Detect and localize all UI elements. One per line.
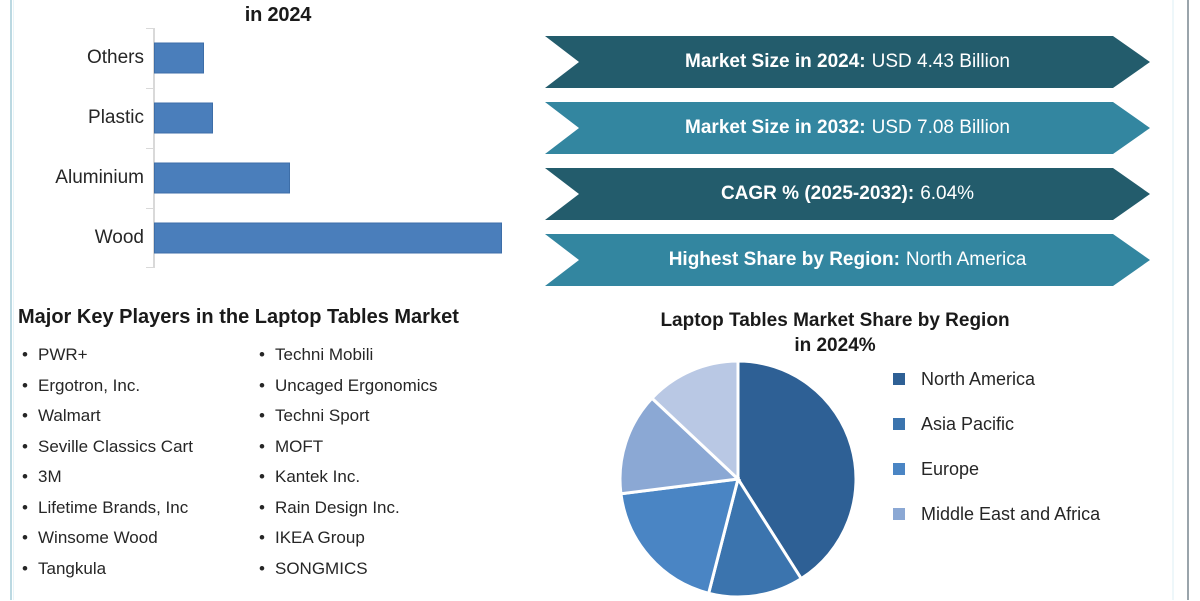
pie-slice <box>618 396 742 496</box>
legend-swatch-icon <box>893 463 905 475</box>
pie-slice <box>619 477 741 596</box>
bar-chart-plot: Others Plastic Aluminium Wood <box>18 26 538 271</box>
kpi-banner-group: Market Size in 2024: USD 4.43 Billion Ma… <box>545 36 1155 286</box>
legend-item-north-america: North America <box>893 368 1183 391</box>
bar-chart-axis <box>153 28 155 268</box>
list-item: 3M <box>18 462 255 493</box>
list-item: Walmart <box>18 401 255 432</box>
banner-market-size-2024: Market Size in 2024: USD 4.43 Billion <box>545 36 1150 88</box>
banner-label: Market Size in 2024: <box>685 51 866 72</box>
banner-label: Market Size in 2032: <box>685 117 866 138</box>
list-item: MOFT <box>255 432 515 463</box>
bar-plastic <box>154 102 213 134</box>
banner-value: USD 7.08 Billion <box>871 117 1010 138</box>
legend-item-asia-pacific: Asia Pacific <box>893 413 1183 436</box>
legend-label: Asia Pacific <box>921 414 1015 434</box>
axis-tick <box>146 28 153 29</box>
legend-item-europe: Europe <box>893 458 1183 481</box>
list-item: Ergotron, Inc. <box>18 371 255 402</box>
list-item: Winsome Wood <box>18 523 255 554</box>
bar-wood <box>154 222 502 254</box>
legend-swatch-icon <box>893 373 905 385</box>
list-item: IKEA Group <box>255 523 515 554</box>
key-players-panel: Major Key Players in the Laptop Tables M… <box>18 306 548 600</box>
bar-row: Plastic <box>18 88 538 148</box>
banner-value: USD 4.43 Billion <box>871 51 1010 72</box>
pie-slice <box>649 361 740 483</box>
bar-label-plastic: Plastic <box>88 107 144 128</box>
bar-chart-panel: Laptop Tables Market Size (USD Bn) by Ma… <box>18 0 538 288</box>
bar-others <box>154 42 204 74</box>
bar-aluminium <box>154 162 290 194</box>
pie-chart-title-line1: Laptop Tables Market Share by Region <box>660 310 1010 331</box>
list-item: Rain Design Inc. <box>255 493 515 524</box>
banner-cagr: CAGR % (2025-2032): 6.04% <box>545 168 1150 220</box>
legend-label: North America <box>921 369 1036 389</box>
axis-tick <box>146 208 153 209</box>
legend-label: Europe <box>921 459 980 479</box>
banner-market-size-2032: Market Size in 2032: USD 7.08 Billion <box>545 102 1150 154</box>
bar-label-wood: Wood <box>94 227 144 248</box>
list-item: Seville Classics Cart <box>18 432 255 463</box>
list-item: PWR+ <box>18 340 255 371</box>
frame-right-border <box>1187 0 1189 600</box>
pie-slices <box>618 361 858 599</box>
bar-label-aluminium: Aluminium <box>55 167 144 188</box>
bar-row: Wood <box>18 208 538 268</box>
list-item: SONGMICS <box>255 554 515 585</box>
pie-chart-title: Laptop Tables Market Share by Region in … <box>600 308 1070 358</box>
legend-label: Middle East and Africa <box>921 504 1101 524</box>
bar-label-others: Others <box>86 47 144 68</box>
axis-tick <box>146 148 153 149</box>
pie-legend: North America Asia Pacific Europe Middle… <box>893 368 1183 548</box>
banner-label: Highest Share by Region: <box>668 249 900 270</box>
pie-chart-svg <box>618 361 858 599</box>
key-players-columns: PWR+ Ergotron, Inc. Walmart Seville Clas… <box>18 340 548 584</box>
banner-highest-share: Highest Share by Region: North America <box>545 234 1150 286</box>
legend-swatch-icon <box>893 418 905 430</box>
bar-row: Aluminium <box>18 148 538 208</box>
axis-tick <box>146 267 153 268</box>
list-item: Lifetime Brands, Inc <box>18 493 255 524</box>
bar-row: Others <box>18 28 538 88</box>
legend-item-middle-east-africa: Middle East and Africa <box>893 503 1183 526</box>
legend-swatch-icon <box>893 508 905 520</box>
frame-left-inner <box>13 0 14 600</box>
list-item: Techni Mobili <box>255 340 515 371</box>
frame-left-border <box>10 0 12 600</box>
banner-value: 6.04% <box>920 183 975 204</box>
key-players-title: Major Key Players in the Laptop Tables M… <box>18 306 459 328</box>
list-item: Kantek Inc. <box>255 462 515 493</box>
pie-chart-title-line2: in 2024% <box>794 335 876 356</box>
list-item: Uncaged Ergonomics <box>255 371 515 402</box>
bar-chart-title: Laptop Tables Market Size (USD Bn) by Ma… <box>29 0 528 26</box>
pie-chart-panel: Laptop Tables Market Share by Region in … <box>560 306 1188 600</box>
axis-tick <box>146 88 153 89</box>
list-item: Tangkula <box>18 554 255 585</box>
list-item: Techni Sport <box>255 401 515 432</box>
banner-value: North America <box>905 249 1027 270</box>
banner-label: CAGR % (2025-2032): <box>720 183 915 204</box>
key-players-column-left: PWR+ Ergotron, Inc. Walmart Seville Clas… <box>18 340 255 584</box>
key-players-column-right: Techni Mobili Uncaged Ergonomics Techni … <box>255 340 515 584</box>
frame-right-inner <box>1172 0 1174 600</box>
